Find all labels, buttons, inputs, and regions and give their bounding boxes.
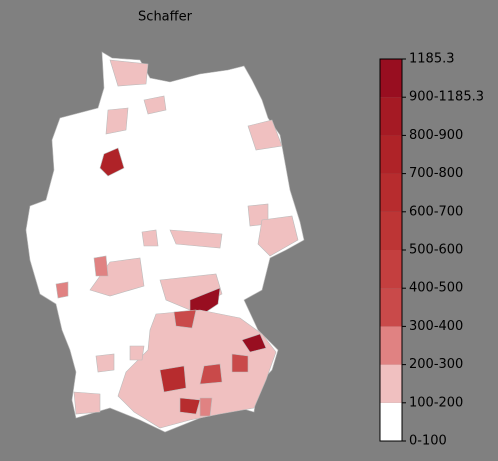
region xyxy=(247,119,283,151)
colorbar: 0-100 100-200 200-300 300-400 400-500 500-600… xyxy=(379,52,484,449)
region xyxy=(117,309,277,429)
colorbar-segment xyxy=(380,288,402,327)
map xyxy=(25,51,305,433)
colorbar-label: 600-700 xyxy=(409,204,463,219)
colorbar-label: 1185.3 xyxy=(409,52,455,67)
region xyxy=(55,281,69,299)
colorbar-label: 100-200 xyxy=(409,395,463,410)
colorbar-label: 900-1185.3 xyxy=(409,90,484,105)
colorbar-label: 0-100 xyxy=(409,434,447,449)
region xyxy=(105,107,129,135)
colorbar-segment xyxy=(380,59,402,98)
colorbar-label: 500-600 xyxy=(409,243,463,258)
colorbar-segment xyxy=(380,211,402,250)
region xyxy=(179,397,201,415)
colorbar-label: 800-900 xyxy=(409,128,463,143)
region xyxy=(199,397,213,417)
region xyxy=(189,287,221,317)
region xyxy=(141,229,159,247)
region xyxy=(93,255,109,277)
region xyxy=(173,309,197,329)
colorbar-label: 200-300 xyxy=(409,357,463,372)
region xyxy=(129,345,145,361)
region xyxy=(73,391,101,415)
colorbar-segment xyxy=(380,173,402,212)
colorbar-segment xyxy=(380,135,402,174)
colorbar-segment xyxy=(380,326,402,365)
colorbar-label: 700-800 xyxy=(409,166,463,181)
colorbar-segment xyxy=(380,402,402,441)
region xyxy=(89,257,145,297)
region xyxy=(109,59,149,87)
region xyxy=(257,215,299,257)
region xyxy=(241,333,267,353)
colorbar-segment xyxy=(380,97,402,136)
region xyxy=(169,229,223,249)
region xyxy=(231,353,249,373)
region xyxy=(199,363,223,385)
colorbar-segment xyxy=(380,250,402,289)
map-title: Schaffer xyxy=(138,10,193,25)
colorbar-label: 400-500 xyxy=(409,281,463,296)
colorbar-label: 300-400 xyxy=(409,319,463,334)
colorbar-segment xyxy=(380,364,402,403)
region xyxy=(159,365,187,393)
region xyxy=(99,147,125,177)
region xyxy=(143,95,167,115)
region xyxy=(95,353,115,373)
